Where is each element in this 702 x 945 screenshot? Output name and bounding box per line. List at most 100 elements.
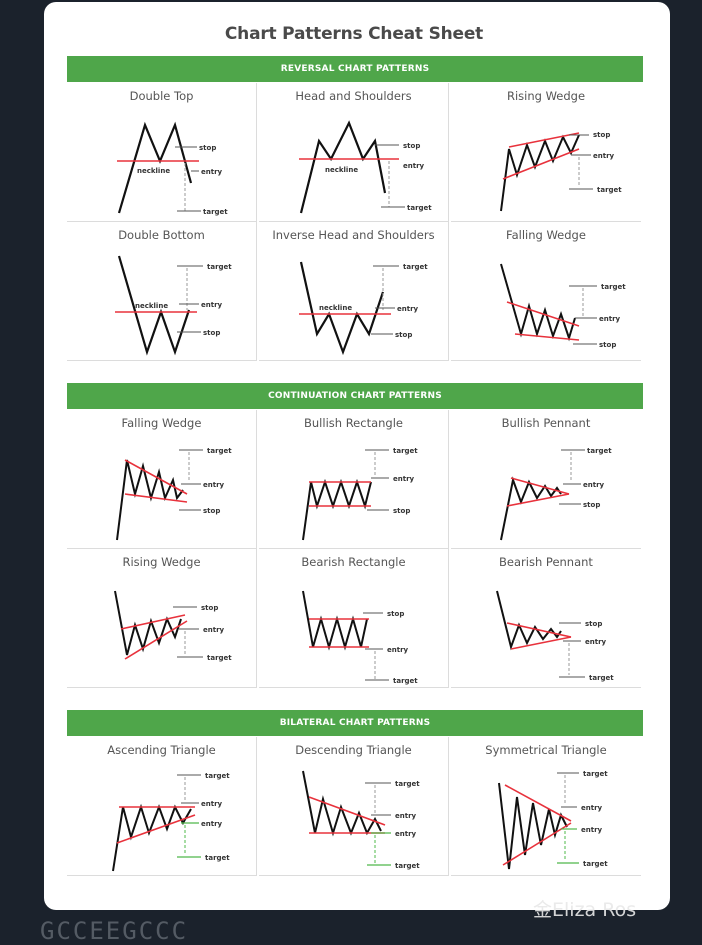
entry-label: entry: [397, 305, 419, 313]
target-label: target: [207, 447, 232, 455]
neckline-label: neckline: [137, 167, 170, 175]
cheat-sheet: Chart Patterns Cheat Sheet REVERSAL CHAR…: [58, 8, 650, 903]
rising-wedge-continuation-diagram: stop entry target: [114, 590, 232, 662]
neckline-label: neckline: [135, 302, 168, 310]
banner-reversal: REVERSAL CHART PATTERNS: [67, 56, 643, 82]
pattern-title: Bearish Rectangle: [301, 555, 406, 569]
stop-label: stop: [403, 142, 420, 150]
double-top-diagram: stop entry target neckline: [117, 121, 228, 216]
entry-label: entry: [593, 152, 615, 160]
entry-label: entry: [395, 812, 417, 820]
pattern-title: Falling Wedge: [121, 416, 202, 430]
pattern-title: Inverse Head and Shoulders: [272, 228, 435, 242]
pattern-ascending-triangle: Ascending Triangle target entry entry ta…: [67, 737, 257, 876]
entry-label: entry: [387, 646, 409, 654]
entry-label: entry: [201, 168, 223, 176]
banner-bilateral: BILATERAL CHART PATTERNS: [67, 710, 643, 736]
pattern-bullish-pennant: Bullish Pennant target entry stop: [451, 410, 641, 549]
pattern-rising-wedge-continuation: Rising Wedge stop entry target: [67, 549, 257, 688]
pattern-inverse-head-and-shoulders: Inverse Head and Shoulders target entry …: [259, 222, 449, 361]
pattern-falling-wedge: Falling Wedge target entry stop: [451, 222, 641, 361]
pattern-title: Rising Wedge: [122, 555, 201, 569]
pattern-double-top: Double Top stop entry target neckline: [67, 83, 257, 222]
pattern-symmetrical-triangle: Symmetrical Triangle target entry entry …: [451, 737, 641, 876]
banner-continuation: CONTINUATION CHART PATTERNS: [67, 383, 643, 409]
pattern-title: Double Top: [129, 89, 194, 103]
entry-label: entry: [203, 481, 225, 489]
target-label: target: [583, 770, 608, 778]
stop-label: stop: [203, 329, 220, 337]
target-label: target: [207, 654, 232, 662]
pattern-rising-wedge: Rising Wedge stop entry target: [451, 83, 641, 222]
entry-label-alt: entry: [201, 820, 223, 828]
pattern-title: Rising Wedge: [506, 89, 586, 103]
stop-label: stop: [393, 507, 410, 515]
stop-label: stop: [387, 610, 404, 618]
ascending-triangle-diagram: target entry entry target: [112, 772, 230, 872]
entry-label-alt: entry: [395, 830, 417, 838]
target-label: target: [393, 677, 418, 685]
pattern-title: Bullish Rectangle: [304, 416, 403, 430]
stop-label: stop: [395, 331, 412, 339]
double-bottom-diagram: target entry stop neckline: [115, 255, 232, 356]
target-label-alt: target: [205, 854, 230, 862]
pattern-bullish-rectangle: Bullish Rectangle target entry stop: [259, 410, 449, 549]
target-label: target: [597, 186, 622, 194]
entry-label: entry: [201, 800, 223, 808]
pattern-title: Bullish Pennant: [501, 416, 591, 430]
stop-label: stop: [201, 604, 218, 612]
bullish-pennant-diagram: target entry stop: [500, 447, 612, 541]
head-and-shoulders-diagram: stop entry target neckline: [299, 120, 432, 214]
target-label: target: [393, 447, 418, 455]
target-label: target: [207, 263, 232, 271]
pattern-title: Bearish Pennant: [499, 555, 593, 569]
pattern-descending-triangle: Descending Triangle target entry entry t…: [259, 737, 449, 876]
target-label: target: [403, 263, 428, 271]
entry-label: entry: [203, 626, 225, 634]
entry-label-alt: entry: [581, 826, 603, 834]
target-label: target: [589, 674, 614, 682]
target-label: target: [407, 204, 432, 212]
target-label: target: [601, 283, 626, 291]
neckline-label: neckline: [319, 304, 352, 312]
pattern-double-bottom: Double Bottom target entry stop neckline: [67, 222, 257, 361]
target-label: target: [587, 447, 612, 455]
entry-label: entry: [403, 162, 425, 170]
stop-label: stop: [585, 620, 602, 628]
pattern-title: Descending Triangle: [295, 743, 412, 757]
target-label: target: [395, 780, 420, 788]
entry-label: entry: [599, 315, 621, 323]
bullish-rectangle-diagram: target entry stop: [302, 447, 418, 541]
target-label: target: [203, 208, 228, 216]
pattern-head-and-shoulders: Head and Shoulders stop entry target nec…: [259, 83, 449, 222]
pattern-title: Double Bottom: [118, 228, 205, 242]
entry-label: entry: [583, 481, 605, 489]
stop-label: stop: [199, 144, 216, 152]
rising-wedge-diagram: stop entry target: [500, 131, 622, 212]
pattern-title: Ascending Triangle: [107, 743, 216, 757]
pattern-bearish-pennant: Bearish Pennant stop entry target: [451, 549, 641, 688]
pattern-title: Symmetrical Triangle: [485, 743, 607, 757]
stop-label: stop: [599, 341, 616, 349]
bearish-rectangle-diagram: stop entry target: [302, 590, 418, 685]
bearish-pennant-diagram: stop entry target: [496, 590, 614, 682]
pattern-title: Head and Shoulders: [295, 89, 412, 103]
falling-wedge-diagram: target entry stop: [500, 263, 626, 349]
entry-label: entry: [201, 301, 223, 309]
target-label-alt: target: [395, 862, 420, 870]
entry-label: entry: [581, 804, 603, 812]
stop-label: stop: [203, 507, 220, 515]
page-title: Chart Patterns Cheat Sheet: [224, 24, 484, 44]
symmetrical-triangle-diagram: target entry entry target: [498, 770, 608, 870]
inverse-head-and-shoulders-diagram: target entry stop neckline: [299, 261, 428, 356]
stop-label: stop: [583, 501, 600, 509]
target-label: target: [205, 772, 230, 780]
entry-label: entry: [585, 638, 607, 646]
footer-text: GCCEEGCCC: [40, 917, 189, 945]
neckline-label: neckline: [325, 166, 358, 174]
descending-triangle-diagram: target entry entry target: [302, 770, 420, 870]
entry-label: entry: [393, 475, 415, 483]
stop-label: stop: [593, 131, 610, 139]
pattern-falling-wedge-continuation: Falling Wedge target entry stop: [67, 410, 257, 549]
pattern-bearish-rectangle: Bearish Rectangle stop entry target: [259, 549, 449, 688]
